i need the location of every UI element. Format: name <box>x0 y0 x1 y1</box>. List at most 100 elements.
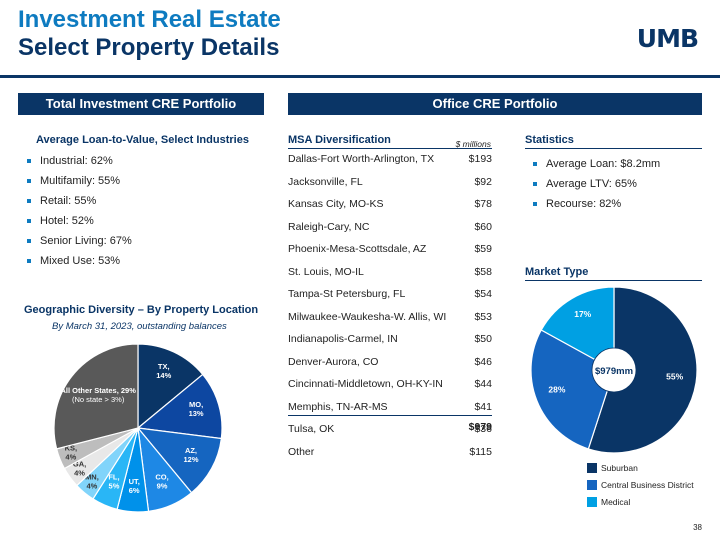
msa-unit: $ millions <box>455 139 491 149</box>
msa-name: Tulsa, OK <box>288 423 335 435</box>
slice-label: CO, <box>155 472 168 481</box>
stats-list: Average Loan: $8.2mm Average LTV: 65% Re… <box>533 154 660 214</box>
pie-slice <box>587 286 698 454</box>
msa-total: $979 <box>468 421 492 433</box>
legend-swatch <box>587 497 597 507</box>
msa-value: $46 <box>474 355 492 368</box>
table-row: Indianapolis-Carmel, IN $50 <box>288 328 492 351</box>
table-row: Other $115 <box>288 441 492 464</box>
list-item: Senior Living: 67% <box>27 231 132 251</box>
page-title-line2: Select Property Details <box>18 34 280 61</box>
slice-percent: 9% <box>157 481 168 490</box>
list-item: Recourse: 82% <box>533 194 660 214</box>
msa-name: Cincinnati-Middletown, OH-KY-IN <box>288 378 443 390</box>
slice-label: AZ, <box>185 446 197 455</box>
slice-label: FL, <box>108 472 119 481</box>
market-heading: Market Type <box>525 266 702 281</box>
legend-label: Central Business District <box>601 480 694 490</box>
table-row: Phoenix-Mesa-Scottsdale, AZ $59 <box>288 238 492 261</box>
msa-name: Raleigh-Cary, NC <box>288 220 370 233</box>
msa-name: Other <box>288 445 315 458</box>
slice-label: 55% <box>666 372 683 382</box>
msa-name: Milwaukee-Waukesha-W. Allis, WI <box>288 310 447 323</box>
slice-percent: 13% <box>189 409 204 418</box>
msa-value: $50 <box>474 333 492 345</box>
pie-center-label: $979mm <box>595 366 633 377</box>
legend-swatch <box>587 480 597 490</box>
table-row: Denver-Aurora, CO $46 <box>288 351 492 374</box>
pie-slice <box>53 343 139 450</box>
pie-slice <box>540 286 615 372</box>
slice-percent: 12% <box>183 455 198 464</box>
msa-value: $58 <box>474 265 492 278</box>
header-rule <box>0 75 720 78</box>
msa-name: Indianapolis-Carmel, IN <box>288 333 398 345</box>
total-cre-banner: Total Investment CRE Portfolio <box>18 93 264 115</box>
table-row: Tampa-St Petersburg, FL $54 <box>288 283 492 306</box>
slice-percent: 6% <box>129 486 140 495</box>
umb-logo: UMB <box>636 24 699 53</box>
page-title-line1: Investment Real Estate <box>18 6 281 33</box>
msa-value: $92 <box>474 175 492 188</box>
slice-label: TX, <box>158 362 170 371</box>
list-item: Mixed Use: 53% <box>27 251 132 271</box>
table-row: Dallas-Fort Worth-Arlington, TX $193 <box>288 148 492 171</box>
table-row: Jacksonville, FL $92 <box>288 171 492 194</box>
slice-label: KS, <box>65 443 78 452</box>
slice-percent: (No state > 3%) <box>72 395 125 404</box>
list-item: Hotel: 52% <box>27 211 132 231</box>
page-number: 38 <box>693 523 702 532</box>
pie-slice <box>530 329 615 450</box>
msa-name: Memphis, TN-AR-MS <box>288 400 388 413</box>
geo-subheading: By March 31, 2023, outstanding balances <box>52 321 227 332</box>
slice-percent: 4% <box>87 482 98 491</box>
slice-label: MO, <box>189 400 203 409</box>
list-item: Industrial: 62% <box>27 151 132 171</box>
msa-total-rule <box>288 415 492 416</box>
list-item: Retail: 55% <box>27 191 132 211</box>
msa-value: $54 <box>474 288 492 300</box>
table-row: Raleigh-Cary, NC $60 <box>288 216 492 239</box>
legend-swatch <box>587 463 597 473</box>
slice-label: 17% <box>574 309 591 319</box>
msa-value: $41 <box>474 400 492 413</box>
office-cre-banner: Office CRE Portfolio <box>288 93 702 115</box>
list-item: Average LTV: 65% <box>533 174 660 194</box>
market-pie-chart: 55% 28% 17% $979mm <box>530 286 698 454</box>
table-row: Kansas City, MO-KS $78 <box>288 193 492 216</box>
msa-name: Phoenix-Mesa-Scottsdale, AZ <box>288 243 427 255</box>
ltv-list: Industrial: 62% Multifamily: 55% Retail:… <box>27 151 132 271</box>
stats-heading: Statistics <box>525 134 702 149</box>
list-item: Average Loan: $8.2mm <box>533 154 660 174</box>
slice-percent: 5% <box>109 481 120 490</box>
msa-name: Kansas City, MO-KS <box>288 198 384 210</box>
slice-label: MN, <box>85 473 99 482</box>
slice-label: UT, <box>129 477 140 486</box>
msa-value: $60 <box>474 220 492 233</box>
table-row: Cincinnati-Middletown, OH-KY-IN $44 <box>288 373 492 396</box>
msa-value: $36 <box>474 423 492 435</box>
table-row: Memphis, TN-AR-MS $41 <box>288 396 492 419</box>
msa-name: Tampa-St Petersburg, FL <box>288 288 406 300</box>
msa-name: Denver-Aurora, CO <box>288 355 379 368</box>
table-row: Milwaukee-Waukesha-W. Allis, WI $53 <box>288 306 492 329</box>
msa-name: St. Louis, MO-IL <box>288 265 364 278</box>
geo-pie-chart: TX,14%MO,13%AZ,12%CO,9%UT,6%FL,5%MN,4%GA… <box>53 343 223 513</box>
msa-heading: MSA Diversification <box>288 134 492 149</box>
geo-heading: Geographic Diversity – By Property Locat… <box>24 304 259 316</box>
pie-slice <box>137 343 204 430</box>
pie-slice <box>136 427 223 494</box>
slice-label: All Other States, 29% <box>60 386 136 395</box>
msa-name: Jacksonville, FL <box>288 175 363 188</box>
legend-label: Suburban <box>601 463 638 473</box>
table-row: Tulsa, OK $36 <box>288 418 492 441</box>
msa-value: $115 <box>469 445 492 458</box>
slice-percent: 4% <box>74 468 85 477</box>
pie-center <box>591 347 637 393</box>
slice-label: GA, <box>73 459 86 468</box>
list-item: Multifamily: 55% <box>27 171 132 191</box>
msa-value: $53 <box>474 310 492 323</box>
slice-percent: 4% <box>65 452 76 461</box>
slice-label: 28% <box>548 385 565 395</box>
slice-percent: 14% <box>156 371 171 380</box>
